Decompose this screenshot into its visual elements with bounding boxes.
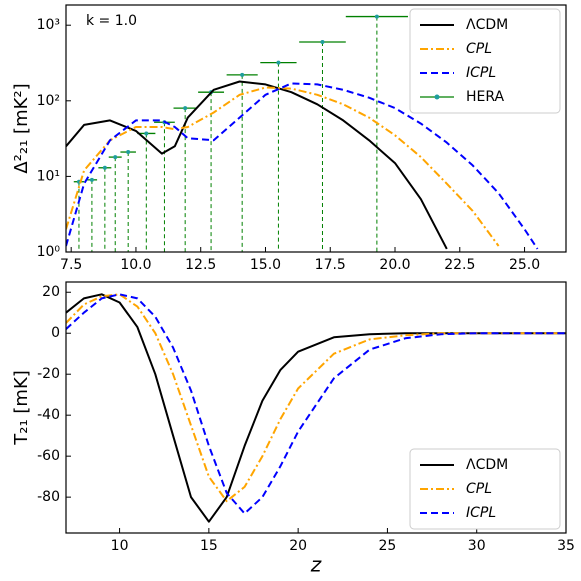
point [89, 177, 94, 182]
legend-label: ΛCDM [466, 457, 508, 473]
x-tick-label: 22.5 [444, 257, 475, 273]
legend-box [409, 8, 561, 114]
x-tick-label: 25 [379, 538, 397, 554]
point [113, 155, 118, 160]
axes-frame [65, 4, 567, 253]
x-tick-label: 15 [200, 538, 218, 554]
point [183, 106, 188, 111]
point [102, 165, 107, 170]
point [126, 150, 131, 155]
y-tick-label: -80 [37, 489, 60, 505]
legend-swatch [434, 94, 440, 100]
x-tick-label: 17.5 [315, 257, 346, 273]
plot-area [66, 293, 566, 523]
x-tick-label: 20.0 [379, 257, 410, 273]
point [320, 39, 325, 44]
legend-label: ΛCDM [466, 17, 508, 33]
x-tick-label: 35 [557, 538, 575, 554]
x-axis-label: z [310, 553, 322, 577]
line [66, 293, 566, 503]
line [66, 86, 500, 247]
x-tick-label: 30 [468, 538, 486, 554]
legend-label: ICPL [466, 65, 496, 81]
x-tick-label: 10.0 [120, 257, 151, 273]
y-tick-label: 20 [42, 284, 60, 300]
point [374, 14, 379, 19]
x-tick-label: 7.5 [60, 257, 82, 273]
x-tick-label: 15.0 [250, 257, 281, 273]
point [276, 60, 281, 65]
y-tick-label: -40 [37, 407, 60, 423]
line [66, 293, 566, 515]
y-tick-label: -60 [37, 448, 60, 464]
legend-box [409, 448, 561, 530]
legend-label: CPL [466, 41, 492, 57]
x-tick-label: 10 [111, 538, 129, 554]
legend-label: HERA [466, 89, 505, 105]
line [66, 82, 539, 250]
annotation: k = 1.0 [86, 13, 137, 29]
y-tick-label: -20 [37, 366, 60, 382]
y-tick-label: 10⁰ [37, 244, 61, 260]
y-tick-label: 10³ [37, 17, 60, 33]
y-tick-label: 10¹ [37, 168, 60, 184]
y-axis-label: Δ²₂₁ [mK²] [11, 83, 32, 173]
x-tick-label: 12.5 [185, 257, 216, 273]
x-tick-label: 25.0 [509, 257, 540, 273]
y-axis-label: T₂₁ [mK] [11, 370, 32, 446]
line [66, 293, 566, 523]
axes-frame [65, 281, 567, 534]
legend-label: ICPL [466, 505, 496, 521]
y-tick-label: 0 [51, 325, 60, 341]
point [240, 72, 245, 77]
point [144, 131, 149, 136]
y-tick-label: 10² [37, 93, 60, 109]
x-tick-label: 20 [289, 538, 307, 554]
plot-area [66, 14, 539, 252]
legend-label: CPL [466, 481, 492, 497]
